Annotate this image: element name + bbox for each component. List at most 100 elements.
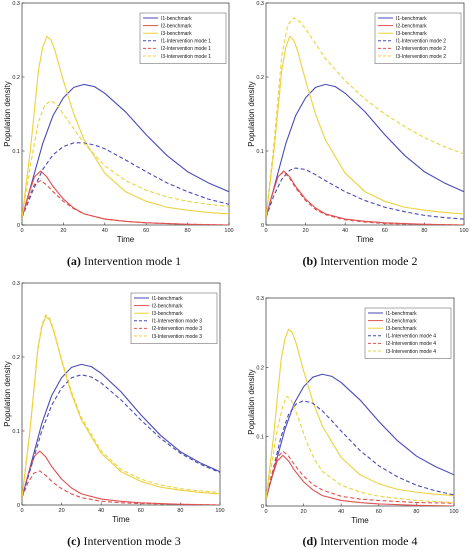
caption-text: Intervention mode 2 <box>317 254 417 268</box>
legend-entry: I2-benchmark <box>161 23 192 29</box>
series-line-6 <box>266 17 464 218</box>
legend-entry: I1-Intervention mode 2 <box>396 39 446 45</box>
x-tick-label: 40 <box>342 228 348 234</box>
series-line-6 <box>22 314 220 498</box>
x-tick-label: 60 <box>143 228 149 234</box>
y-tick-label: 0.3 <box>12 1 20 7</box>
legend-entry: I3-benchmark <box>386 326 417 332</box>
panel-caption: (b) Intervention mode 2 <box>303 254 418 268</box>
legend-entry: I3-Intervention mode 4 <box>386 349 436 355</box>
series-line-2 <box>266 454 454 506</box>
chart-panel-c: 0 20 40 60 80 100 0 0.1 0.2 0.3 Time Population den… <box>3 281 225 548</box>
legend-entry: I1-benchmark <box>386 311 417 317</box>
y-tick-label: 0.2 <box>12 75 20 81</box>
y-tick-label: 0.2 <box>12 355 20 361</box>
legend-entry: I3-benchmark <box>152 311 183 317</box>
caption-text: Intervention mode 4 <box>317 534 417 548</box>
x-tick-label: 100 <box>449 509 458 515</box>
series-line-5 <box>22 180 229 225</box>
caption-text: Intervention mode 3 <box>81 534 181 548</box>
y-tick-label: 0.2 <box>256 365 264 371</box>
caption-tag: (c) <box>67 534 80 548</box>
legend-entry: I1-Intervention mode 3 <box>152 319 202 325</box>
y-tick-label: 0.1 <box>12 149 20 155</box>
y-tick-label: 0 <box>261 504 264 510</box>
legend-entry: I3-Intervention mode 3 <box>152 334 202 340</box>
chart-panel-a: 0 20 40 60 80 100 0 0.1 0.2 0.3 Time Population den… <box>3 1 234 268</box>
caption-tag: (b) <box>303 254 318 268</box>
series-line-1 <box>22 363 220 498</box>
chart-panel-d: 0 20 40 60 80 100 0 0.1 0.2 0.3 Time Population den… <box>247 296 459 548</box>
x-axis-label: Time <box>112 515 130 524</box>
x-tick-label: 0 <box>20 508 23 514</box>
y-axis-label: Population density <box>3 361 12 426</box>
series-line-4 <box>266 167 464 220</box>
series-line-6 <box>22 100 229 218</box>
x-tick-label: 100 <box>459 228 468 234</box>
y-tick-label: 0.1 <box>12 429 20 435</box>
y-tick-label: 0.3 <box>256 1 264 7</box>
x-tick-label: 0 <box>264 509 267 515</box>
y-axis-label: Population density <box>3 81 12 146</box>
legend-box <box>364 307 452 359</box>
legend-entry: I1-benchmark <box>161 16 192 22</box>
x-tick-label: 80 <box>421 228 427 234</box>
series-line-5 <box>266 171 464 225</box>
y-axis-label: Population density <box>247 369 256 434</box>
y-tick-label: 0.3 <box>12 281 20 287</box>
x-tick-label: 40 <box>102 228 108 234</box>
x-tick-label: 60 <box>376 509 382 515</box>
legend-entry: I3-Intervention mode 1 <box>161 54 211 60</box>
x-tick-label: 0 <box>20 228 23 234</box>
legend-entry: I1-Intervention mode 1 <box>161 39 211 45</box>
x-tick-label: 60 <box>138 508 144 514</box>
series-line-4 <box>266 400 454 500</box>
series-line-3 <box>266 35 464 218</box>
legend-box <box>139 12 227 64</box>
x-tick-label: 80 <box>413 509 419 515</box>
legend-entry: I1-benchmark <box>152 296 183 302</box>
legend-entry: I1-benchmark <box>396 16 427 22</box>
series-line-3 <box>266 328 454 500</box>
x-tick-label: 0 <box>264 228 267 234</box>
x-tick-label: 80 <box>177 508 183 514</box>
series-line-2 <box>266 170 464 225</box>
x-axis-label: Time <box>356 235 374 244</box>
legend-entry: I2-Intervention mode 3 <box>152 326 202 332</box>
legend-entry: I1-Intervention mode 4 <box>386 334 436 340</box>
y-tick-label: 0.1 <box>256 149 264 155</box>
legend-entry: I3-benchmark <box>396 31 427 37</box>
legend-entry: I3-Intervention mode 2 <box>396 54 446 60</box>
y-tick-label: 0.2 <box>256 75 264 81</box>
x-tick-label: 60 <box>382 228 388 234</box>
series-line-1 <box>266 83 464 218</box>
caption-text: Intervention mode 1 <box>81 254 181 268</box>
legend-box <box>374 12 462 64</box>
x-tick-label: 100 <box>224 228 233 234</box>
x-tick-label: 80 <box>185 228 191 234</box>
x-axis-label: Time <box>117 235 135 244</box>
legend-entry: I2-Intervention mode 1 <box>161 46 211 52</box>
legend-entry: I2-benchmark <box>396 23 427 29</box>
y-tick-label: 0 <box>17 223 20 229</box>
y-tick-label: 0.1 <box>256 435 264 441</box>
panel-caption: (a) Intervention mode 1 <box>67 254 181 268</box>
x-tick-label: 20 <box>60 228 66 234</box>
x-tick-label: 100 <box>215 508 224 514</box>
legend-entry: I3-benchmark <box>161 31 192 37</box>
series-line-2 <box>22 450 220 505</box>
legend-box <box>130 292 218 344</box>
x-tick-label: 40 <box>98 508 104 514</box>
chart-panel-b: 0 20 40 60 80 100 0 0.1 0.2 0.3 Time Population den… <box>247 1 469 268</box>
series-line-1 <box>22 83 229 218</box>
y-tick-label: 0 <box>17 503 20 509</box>
y-axis-label: Population density <box>247 81 256 146</box>
caption-tag: (d) <box>303 534 318 548</box>
x-tick-label: 20 <box>301 509 307 515</box>
legend-entry: I2-Intervention mode 4 <box>386 341 436 347</box>
x-tick-label: 20 <box>303 228 309 234</box>
